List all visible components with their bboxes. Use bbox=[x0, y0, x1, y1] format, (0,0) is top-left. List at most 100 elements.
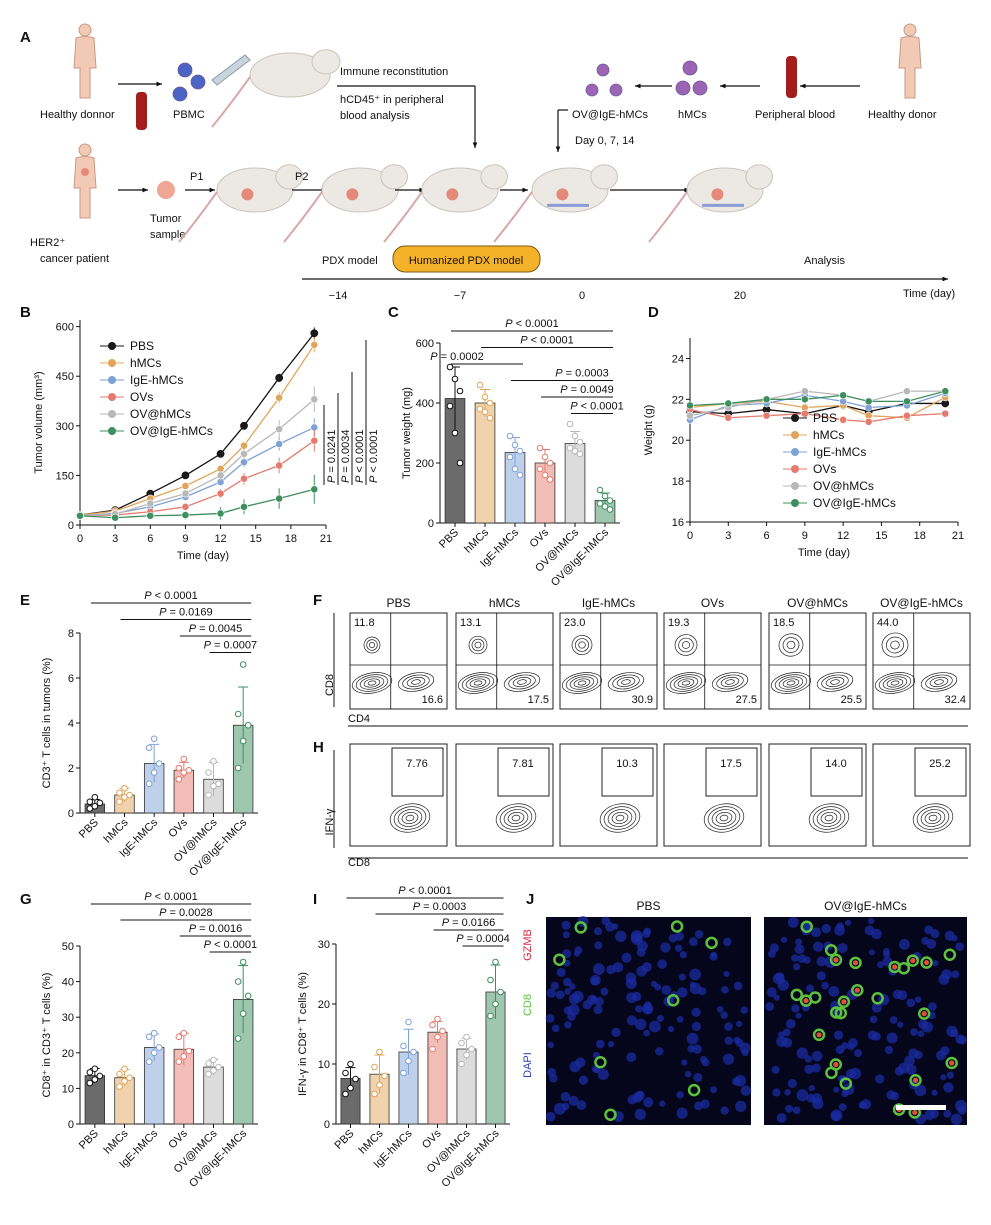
data-point bbox=[150, 735, 158, 743]
data-point bbox=[216, 489, 225, 498]
cd8-cell bbox=[837, 995, 851, 1009]
dapi-nucleus bbox=[679, 951, 687, 959]
ifn-percent: 14.0 bbox=[825, 758, 846, 770]
p-value-label: P = 0.0045 bbox=[189, 623, 243, 635]
x-tick-label: 9 bbox=[802, 530, 808, 542]
data-point bbox=[571, 447, 579, 455]
p-value-label: P < 0.0001 bbox=[398, 885, 452, 897]
legend-marker bbox=[108, 393, 116, 401]
x-axis-title: CD8 bbox=[348, 857, 370, 869]
dapi-nucleus bbox=[691, 1021, 701, 1032]
dapi-nucleus bbox=[768, 949, 776, 958]
data-point bbox=[576, 438, 584, 446]
tumor-spot bbox=[446, 188, 459, 201]
contour-ring bbox=[825, 676, 845, 688]
dapi-nucleus bbox=[636, 965, 647, 977]
cd8-cell bbox=[574, 921, 587, 934]
data-point bbox=[903, 387, 911, 396]
data-point bbox=[86, 798, 94, 806]
dapi-nucleus bbox=[556, 967, 566, 977]
dapi-nucleus bbox=[576, 1100, 587, 1110]
contour-ring bbox=[571, 635, 593, 655]
dapi-nucleus bbox=[795, 938, 803, 946]
data-point bbox=[800, 409, 809, 418]
cd8-cell bbox=[666, 994, 680, 1007]
x-axis-title: Time (day) bbox=[177, 550, 229, 562]
timeline-tick-label: 20 bbox=[734, 290, 746, 302]
contour-ring bbox=[368, 641, 376, 649]
data-point bbox=[91, 793, 99, 801]
dapi-nucleus bbox=[637, 1090, 645, 1098]
x-tick-label: OVs bbox=[166, 1127, 190, 1151]
data-point bbox=[463, 1051, 470, 1059]
ifn-percent: 7.76 bbox=[406, 758, 427, 770]
data-point bbox=[234, 978, 242, 985]
dapi-nucleus bbox=[943, 1082, 954, 1093]
dapi-nucleus bbox=[563, 1006, 573, 1015]
dapi-nucleus bbox=[740, 1085, 752, 1096]
contour-ring bbox=[890, 680, 900, 686]
ifn-percent: 25.2 bbox=[929, 758, 950, 770]
data-point bbox=[566, 420, 574, 428]
panel-letter-j: J bbox=[526, 891, 534, 908]
series-line-hmcs bbox=[79, 344, 315, 516]
series-line-ov@hmcs bbox=[79, 398, 315, 517]
p-value-label: P = 0.0241 bbox=[326, 429, 338, 483]
arrowhead bbox=[800, 83, 806, 89]
dapi-nucleus bbox=[828, 985, 840, 997]
contour-ring bbox=[469, 678, 487, 688]
dapi-nucleus bbox=[917, 1030, 925, 1038]
analysis-label: Analysis bbox=[804, 255, 845, 267]
dapi-nucleus bbox=[810, 927, 822, 938]
dapi-nucleus bbox=[944, 930, 955, 941]
contour-ring bbox=[916, 806, 950, 830]
contour-ring bbox=[612, 674, 640, 690]
dapi-nucleus bbox=[786, 1019, 796, 1029]
data-point bbox=[145, 1058, 153, 1065]
dapi-nucleus bbox=[796, 1047, 808, 1059]
contour-ring bbox=[820, 811, 838, 825]
dapi-nucleus bbox=[601, 916, 611, 926]
cancer-patient-icon bbox=[73, 143, 97, 219]
dapi-nucleus bbox=[812, 1098, 824, 1110]
mouse-body bbox=[249, 52, 331, 98]
dapi-nucleus bbox=[765, 1002, 775, 1011]
x-tick-label: 21 bbox=[320, 533, 332, 545]
contour-ring bbox=[674, 634, 698, 656]
dapi-nucleus bbox=[929, 1109, 939, 1119]
data-point bbox=[150, 1049, 158, 1057]
y-tick-label: 16 bbox=[672, 517, 684, 529]
dapi-nucleus bbox=[716, 1005, 724, 1013]
contour-ring bbox=[611, 811, 629, 825]
flow-plot-ov@hmcs: OV@hMCs 18.5 25.5 bbox=[768, 596, 867, 710]
contour-ring bbox=[615, 814, 625, 822]
contour-ring bbox=[812, 806, 846, 830]
mouse-tail bbox=[283, 191, 323, 243]
peripheral-blood-label: Peripheral blood bbox=[755, 109, 835, 121]
y-tick-label: 0 bbox=[68, 808, 74, 820]
cd8-cell bbox=[824, 943, 838, 957]
cd8-cell bbox=[553, 953, 566, 966]
arrowhead bbox=[635, 83, 641, 89]
contour-ring bbox=[711, 809, 737, 827]
p-value-label: P = 0.0002 bbox=[430, 351, 484, 363]
dapi-nucleus bbox=[844, 919, 852, 926]
mouse-body bbox=[531, 167, 609, 213]
dapi-nucleus bbox=[791, 954, 799, 962]
data-point bbox=[606, 497, 614, 504]
gzmb-signal bbox=[803, 998, 809, 1004]
y-axis-title: IFN-γ in CD8⁺ T cells (%) bbox=[297, 972, 309, 1096]
contour-ring bbox=[565, 674, 599, 692]
data-point bbox=[150, 1029, 158, 1037]
legend-marker bbox=[791, 499, 799, 507]
cd8-cell bbox=[920, 956, 933, 969]
line-chart-d: 16 18 20 22 24 0 3 6 9 12 15 18 21 Time (day) Weight (… bbox=[643, 338, 964, 559]
data-point bbox=[541, 453, 549, 461]
cd8-cell bbox=[839, 1077, 853, 1090]
legend-marker bbox=[108, 342, 116, 350]
data-point bbox=[800, 387, 809, 396]
dapi-nucleus bbox=[787, 1078, 797, 1089]
x-tick-label: 6 bbox=[147, 533, 153, 545]
panel-letter-f: F bbox=[313, 592, 322, 609]
body bbox=[73, 156, 97, 219]
